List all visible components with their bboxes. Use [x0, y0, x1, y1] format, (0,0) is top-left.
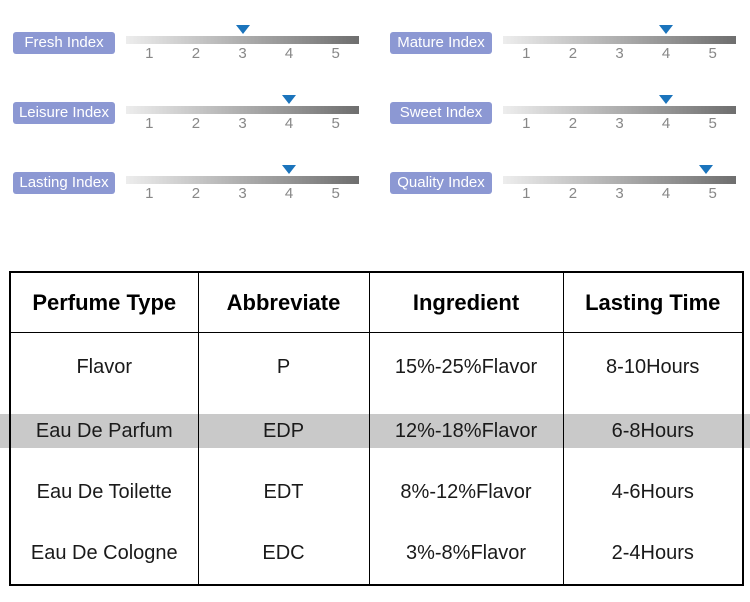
cell-abbreviate: EDP — [198, 401, 370, 462]
cell-lasting-time: 2-4Hours — [611, 542, 694, 564]
cell-abbreviate: EDT — [198, 462, 370, 523]
index-label: Fresh Index — [13, 32, 115, 54]
tick-label: 3 — [615, 45, 624, 62]
slider-marker-icon — [235, 25, 250, 34]
cell-lasting-time: 8-10Hours — [606, 355, 700, 378]
tick-label: 4 — [284, 185, 294, 202]
tick-label: 4 — [661, 185, 671, 202]
tick-label: 2 — [568, 45, 578, 62]
table-row: Eau De Toilette EDT 8%-12%Flavor 4-6Hours — [10, 462, 743, 523]
cell-lasting-time: 4-6Hours — [611, 481, 694, 503]
slider-track-zone: 1 2 3 4 5 — [503, 95, 736, 165]
index-slider: Mature Index 1 2 3 4 5 — [390, 25, 737, 95]
tick-label: 3 — [238, 45, 247, 62]
slider-marker-icon — [282, 95, 297, 104]
tick-label: 1 — [145, 45, 154, 62]
cell-perfume-type: Eau De Toilette — [10, 462, 199, 523]
slider-ticks: 1 2 3 4 5 — [126, 185, 359, 202]
tick-label: 2 — [568, 185, 578, 202]
slider-track-zone: 1 2 3 4 5 — [503, 165, 736, 235]
slider-track — [503, 106, 736, 114]
tick-label: 1 — [145, 185, 154, 202]
tick-label: 5 — [331, 185, 340, 202]
index-slider: Leisure Index 1 2 3 4 5 — [13, 95, 360, 165]
column-header: Perfume Type — [10, 272, 199, 333]
tick-label: 2 — [191, 115, 201, 132]
index-sliders-section: Fresh Index 1 2 3 4 5 Mature Index 1 2 3 4 5 Lei… — [13, 25, 737, 235]
table-row-highlighted: Eau De Parfum EDP 12%-18%Flavor 6-8Hours — [10, 401, 743, 462]
index-label: Lasting Index — [13, 172, 115, 194]
table-header-row: Perfume Type Abbreviate Ingredient Lasting … — [10, 272, 743, 333]
tick-label: 2 — [191, 185, 201, 202]
cell-perfume-type: Eau De Cologne — [10, 523, 199, 585]
perfume-table: Perfume Type Abbreviate Ingredient Lasting … — [9, 271, 744, 586]
table-body: Flavor P 15%-25%Flavor 8-10Hours Eau De Parf… — [10, 332, 743, 585]
table-row: Eau De Cologne EDC 3%-8%Flavor 2-4Hours — [10, 523, 743, 585]
slider-track — [126, 36, 359, 44]
cell-perfume-type: Eau De Parfum — [10, 401, 199, 462]
slider-ticks: 1 2 3 4 5 — [503, 45, 736, 62]
tick-label: 5 — [708, 115, 717, 132]
slider-marker-icon — [282, 165, 297, 174]
column-header: Abbreviate — [198, 272, 370, 333]
index-label: Sweet Index — [390, 102, 492, 124]
slider-track — [503, 176, 736, 184]
slider-track-zone: 1 2 3 4 5 — [126, 165, 359, 235]
cell-ingredient: 15%-25%Flavor — [369, 332, 564, 401]
slider-track-zone: 1 2 3 4 5 — [503, 25, 736, 95]
tick-label: 3 — [615, 185, 624, 202]
tick-label: 1 — [522, 115, 531, 132]
slider-ticks: 1 2 3 4 5 — [503, 185, 736, 202]
index-label: Leisure Index — [13, 102, 115, 124]
index-slider: Fresh Index 1 2 3 4 5 — [13, 25, 360, 95]
column-header: Ingredient — [369, 272, 564, 333]
slider-track — [503, 36, 736, 44]
cell-ingredient: 8%-12%Flavor — [369, 462, 564, 523]
tick-label: 4 — [661, 45, 671, 62]
tick-label: 5 — [331, 45, 340, 62]
tick-label: 4 — [284, 45, 294, 62]
tick-label: 3 — [615, 115, 624, 132]
slider-track — [126, 176, 359, 184]
slider-track-zone: 1 2 3 4 5 — [126, 95, 359, 165]
tick-label: 1 — [522, 45, 531, 62]
slider-ticks: 1 2 3 4 5 — [503, 115, 736, 132]
slider-marker-icon — [698, 165, 713, 174]
cell-ingredient: 3%-8%Flavor — [369, 523, 564, 585]
tick-label: 1 — [145, 115, 154, 132]
cell-ingredient: 12%-18%Flavor — [369, 401, 564, 462]
tick-label: 2 — [568, 115, 578, 132]
index-label: Quality Index — [390, 172, 492, 194]
slider-track-zone: 1 2 3 4 5 — [126, 25, 359, 95]
index-slider: Lasting Index 1 2 3 4 5 — [13, 165, 360, 235]
index-slider: Quality Index 1 2 3 4 5 — [390, 165, 737, 235]
slider-track — [126, 106, 359, 114]
tick-label: 3 — [238, 115, 247, 132]
index-label: Mature Index — [390, 32, 492, 54]
cell-lasting-time: 6-8Hours — [611, 420, 694, 442]
tick-label: 1 — [522, 185, 531, 202]
slider-ticks: 1 2 3 4 5 — [126, 115, 359, 132]
tick-label: 2 — [191, 45, 201, 62]
cell-abbreviate: P — [198, 332, 370, 401]
tick-label: 5 — [708, 185, 717, 202]
column-header: Lasting Time — [563, 272, 743, 333]
tick-label: 5 — [331, 115, 340, 132]
cell-abbreviate: EDC — [198, 523, 370, 585]
cell-perfume-type: Flavor — [10, 332, 199, 401]
table-row: Flavor P 15%-25%Flavor 8-10Hours — [10, 332, 743, 401]
slider-marker-icon — [659, 25, 674, 34]
slider-marker-icon — [659, 95, 674, 104]
slider-ticks: 1 2 3 4 5 — [126, 45, 359, 62]
tick-label: 3 — [238, 185, 247, 202]
tick-label: 4 — [661, 115, 671, 132]
tick-label: 4 — [284, 115, 294, 132]
index-slider: Sweet Index 1 2 3 4 5 — [390, 95, 737, 165]
tick-label: 5 — [708, 45, 717, 62]
